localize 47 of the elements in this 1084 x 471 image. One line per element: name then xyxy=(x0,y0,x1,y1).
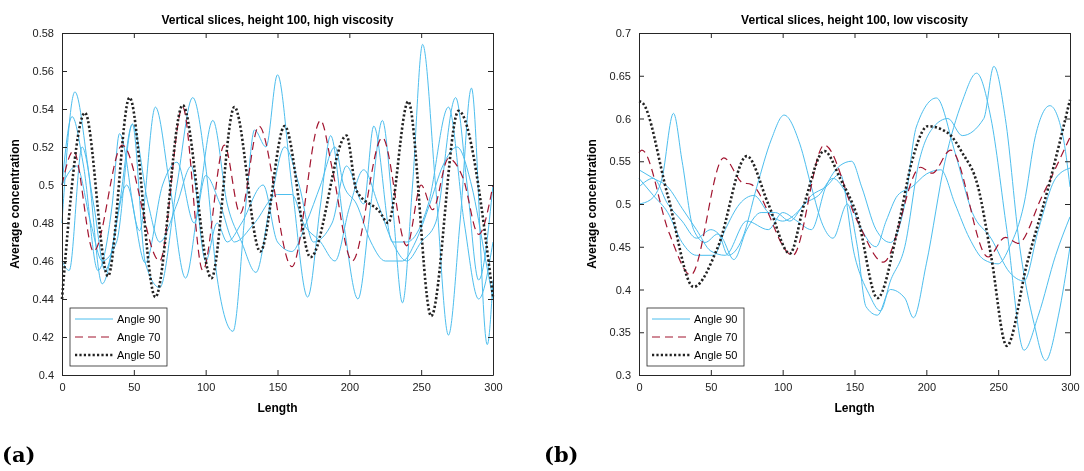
chart-title: Vertical slices, height 100, high viscosity xyxy=(161,13,394,27)
y-tick-label: 0.55 xyxy=(609,155,631,168)
x-tick-label: 50 xyxy=(705,380,718,393)
x-tick-label: 200 xyxy=(340,380,360,393)
y-tick-label: 0.48 xyxy=(32,217,54,230)
x-tick-label: 250 xyxy=(412,380,431,393)
y-tick-label: 0.3 xyxy=(615,369,631,382)
chart-title: Vertical slices, height 100, low viscosity xyxy=(741,13,969,27)
text: (a) xyxy=(2,442,36,467)
y-tick-label: 0.7 xyxy=(615,27,631,40)
x-tick-label: 300 xyxy=(484,380,503,393)
y-tick-label: 0.52 xyxy=(32,141,54,154)
x-tick-label: 200 xyxy=(917,380,937,393)
y-tick-label: 0.58 xyxy=(32,27,54,40)
y-tick-label: 0.6 xyxy=(615,112,631,125)
legend-label: Angle 50 xyxy=(694,349,738,361)
text: (b) xyxy=(544,442,579,467)
y-tick-label: 0.45 xyxy=(609,240,631,253)
x-tick-label: 100 xyxy=(196,380,216,393)
x-tick-label: 0 xyxy=(636,380,643,393)
x-tick-label: 250 xyxy=(989,380,1008,393)
y-tick-label: 0.46 xyxy=(32,255,54,268)
legend-label: Angle 90 xyxy=(694,313,738,325)
y-tick-label: 0.4 xyxy=(615,283,631,296)
y-tick-label: 0.4 xyxy=(38,369,54,382)
y-tick-label: 0.56 xyxy=(32,65,54,78)
y-tick-label: 0.44 xyxy=(32,293,54,306)
legend-label: Angle 70 xyxy=(694,331,738,343)
y-tick-label: 0.5 xyxy=(615,198,631,211)
legend-label: Angle 70 xyxy=(117,331,161,343)
x-axis-title: Length xyxy=(257,401,298,415)
y-tick-label: 0.42 xyxy=(32,331,54,344)
x-tick-label: 150 xyxy=(268,380,288,393)
x-tick-label: 150 xyxy=(845,380,865,393)
x-tick-label: 100 xyxy=(773,380,793,393)
legend-label: Angle 90 xyxy=(117,313,161,325)
y-tick-label: 0.65 xyxy=(609,69,631,82)
x-tick-label: 50 xyxy=(128,380,141,393)
legend-label: Angle 50 xyxy=(117,349,161,361)
x-tick-label: 0 xyxy=(59,380,66,393)
y-tick-label: 0.35 xyxy=(609,326,631,339)
y-tick-label: 0.5 xyxy=(38,179,54,192)
y-axis-title: Average concentration xyxy=(8,139,22,269)
y-tick-label: 0.54 xyxy=(32,103,54,116)
x-tick-label: 300 xyxy=(1061,380,1080,393)
x-axis-title: Length xyxy=(834,401,875,415)
y-axis-title: Average concentration xyxy=(585,139,599,269)
